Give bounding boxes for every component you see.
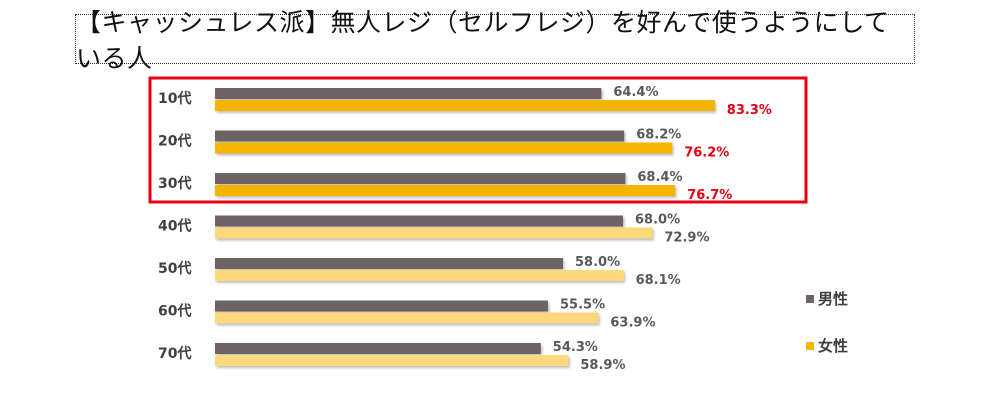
value-label-male: 55.5% (560, 298, 605, 313)
bar-female (215, 100, 715, 111)
bar-male (215, 343, 541, 354)
category-label: 60代 (158, 303, 191, 320)
bar-female (215, 227, 653, 239)
bar-male (215, 215, 623, 227)
bar-male (215, 258, 563, 269)
legend-swatch-male (806, 294, 814, 303)
bar-female (215, 355, 569, 366)
highlight-box (148, 76, 808, 204)
bar-female (215, 270, 624, 281)
value-label-female: 83.3% (727, 103, 772, 118)
value-label-female: 58.9% (580, 358, 625, 373)
value-label-male: 68.4% (637, 170, 682, 185)
bar-male (215, 88, 602, 99)
category-label: 70代 (158, 345, 191, 362)
bar-male (215, 130, 625, 142)
legend-label-male: 男性 (818, 290, 849, 308)
value-label-male: 68.2% (636, 128, 681, 143)
category-label: 30代 (158, 175, 191, 192)
bar-male (215, 173, 626, 184)
value-label-female: 76.7% (687, 188, 732, 203)
category-label: 10代 (158, 90, 191, 107)
legend-swatch-female (806, 341, 814, 350)
value-label-female: 63.9% (610, 316, 655, 331)
legend-item-male: 男性 (806, 288, 848, 309)
category-label: 20代 (158, 133, 191, 150)
legend-label-female: 女性 (818, 337, 849, 355)
value-label-female: 76.2% (684, 146, 729, 161)
value-label-male: 64.4% (613, 85, 658, 100)
bar-male (215, 300, 548, 312)
value-label-male: 68.0% (635, 213, 680, 228)
value-label-male: 54.3% (553, 340, 598, 355)
value-label-female: 72.9% (664, 231, 709, 246)
category-label: 50代 (158, 260, 191, 277)
bar-female (215, 185, 676, 196)
bar-female (215, 142, 673, 154)
legend-item-female: 女性 (806, 335, 848, 356)
bar-female (215, 312, 599, 324)
value-label-female: 68.1% (636, 273, 681, 288)
value-label-male: 58.0% (575, 255, 620, 270)
category-label: 40代 (158, 218, 191, 235)
